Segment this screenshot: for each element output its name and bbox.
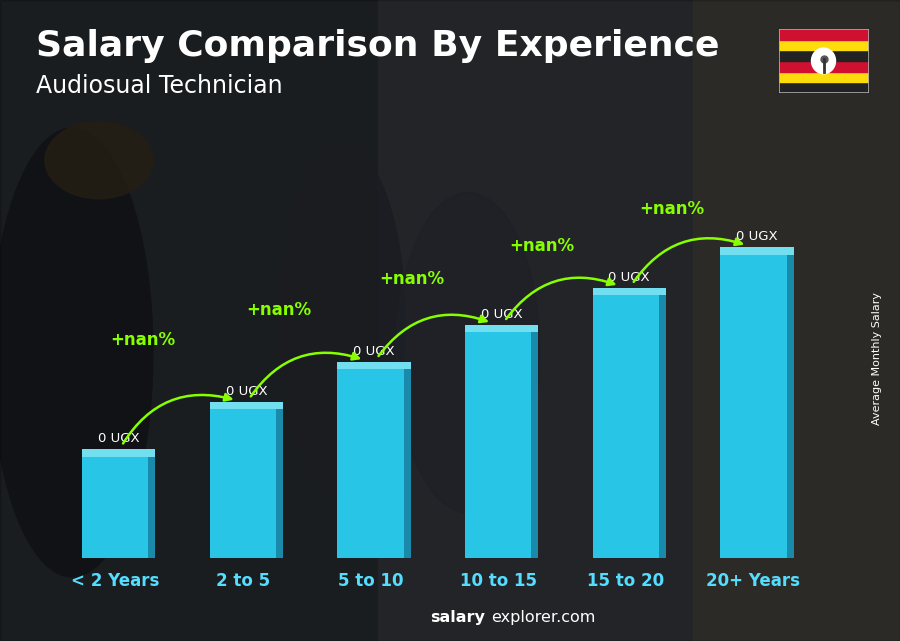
Text: Audiosual Technician: Audiosual Technician (36, 74, 283, 97)
Bar (778, 29, 868, 40)
Bar (787, 254, 794, 558)
Text: +nan%: +nan% (639, 199, 705, 217)
Bar (338, 362, 410, 369)
Bar (778, 82, 868, 93)
Bar (276, 410, 283, 558)
Bar (693, 0, 900, 641)
Bar (778, 50, 868, 61)
Bar (592, 295, 659, 558)
Text: Salary Comparison By Experience: Salary Comparison By Experience (36, 29, 719, 63)
Bar (592, 288, 666, 295)
Circle shape (812, 48, 835, 74)
Bar (210, 402, 283, 410)
Bar (778, 40, 868, 50)
Text: +nan%: +nan% (246, 301, 311, 319)
Bar (659, 295, 666, 558)
Text: +nan%: +nan% (509, 237, 574, 254)
Text: 0 UGX: 0 UGX (481, 308, 522, 320)
Circle shape (45, 122, 153, 199)
Text: salary: salary (430, 610, 485, 625)
Bar (82, 456, 148, 558)
Text: +nan%: +nan% (111, 331, 176, 349)
Bar (404, 369, 410, 558)
Text: explorer.com: explorer.com (491, 610, 596, 625)
Bar (82, 449, 156, 456)
Text: 0 UGX: 0 UGX (608, 271, 650, 283)
Bar (338, 369, 404, 558)
Ellipse shape (396, 192, 540, 513)
Text: Average Monthly Salary: Average Monthly Salary (872, 292, 883, 426)
Text: 0 UGX: 0 UGX (98, 432, 140, 445)
Bar (720, 247, 794, 254)
Bar (0, 0, 378, 641)
Bar (148, 456, 156, 558)
Bar (210, 410, 276, 558)
Bar (778, 61, 868, 72)
Ellipse shape (279, 144, 405, 497)
Bar (720, 254, 787, 558)
Bar (531, 332, 538, 558)
Bar (378, 0, 693, 641)
Bar (778, 72, 868, 82)
Bar (465, 324, 538, 332)
Text: 0 UGX: 0 UGX (353, 345, 395, 358)
Bar (465, 332, 531, 558)
Text: +nan%: +nan% (379, 271, 444, 288)
Ellipse shape (0, 128, 153, 577)
Text: 0 UGX: 0 UGX (736, 230, 778, 243)
Text: 0 UGX: 0 UGX (226, 385, 267, 398)
